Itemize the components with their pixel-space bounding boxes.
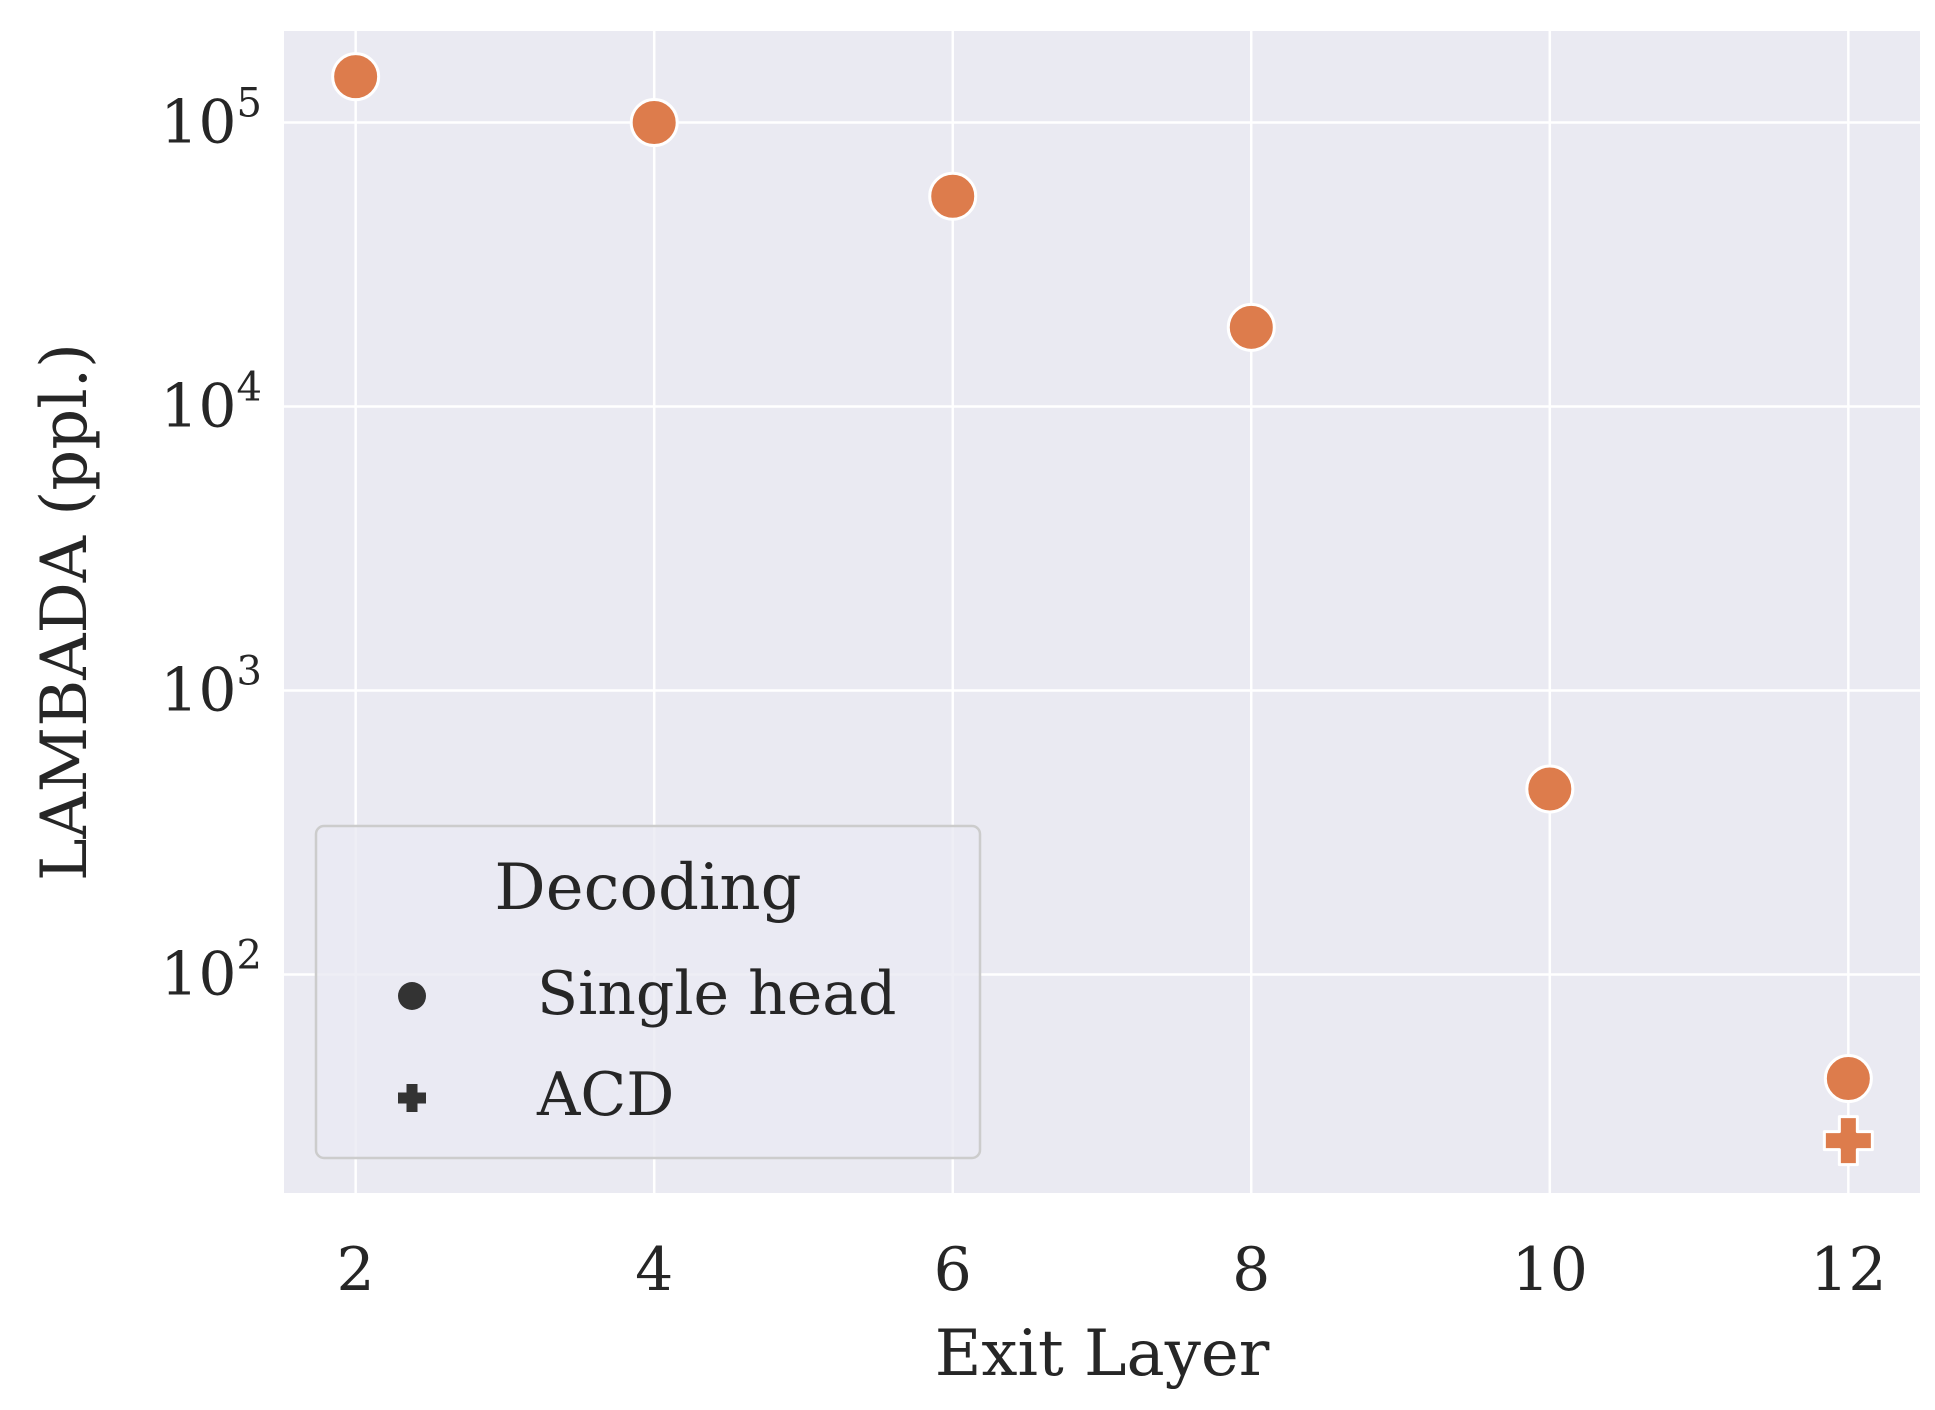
legend-entry-acd: ACD <box>536 1060 674 1130</box>
data-points <box>331 52 1874 1167</box>
point-single-head <box>629 98 679 148</box>
point-single-head <box>1226 302 1276 352</box>
y-tick-label: 105 <box>160 81 262 158</box>
point-single-head <box>1823 1054 1873 1104</box>
point-acd <box>1822 1115 1874 1167</box>
legend-box <box>314 824 982 1160</box>
x-tick-label: 8 <box>1232 1235 1270 1305</box>
x-tick-labels: 2 4 6 8 10 12 <box>337 1235 1887 1305</box>
y-tick-label: 104 <box>160 364 262 441</box>
grid <box>284 31 1920 1193</box>
legend-plus-icon <box>398 1084 426 1112</box>
x-tick-label: 10 <box>1512 1235 1588 1305</box>
legend-entry-single-head: Single head <box>537 959 896 1029</box>
x-tick-label: 4 <box>635 1235 673 1305</box>
y-tick-label: 102 <box>160 932 262 1009</box>
legend: Decoding Single head ACD <box>314 824 982 1160</box>
point-single-head <box>1525 764 1575 814</box>
legend-circle-icon <box>398 982 426 1010</box>
x-axis-label: Exit Layer <box>935 1317 1270 1391</box>
point-single-head <box>331 52 381 102</box>
x-tick-label: 12 <box>1810 1235 1886 1305</box>
y-tick-label: 103 <box>160 648 262 725</box>
point-single-head <box>928 171 978 221</box>
y-tick-labels: 102 103 104 105 <box>160 81 262 1010</box>
legend-title: Decoding <box>494 851 801 925</box>
x-tick-label: 6 <box>934 1235 972 1305</box>
y-axis-label: LAMBADA (ppl.) <box>28 343 102 881</box>
x-tick-label: 2 <box>337 1235 375 1305</box>
